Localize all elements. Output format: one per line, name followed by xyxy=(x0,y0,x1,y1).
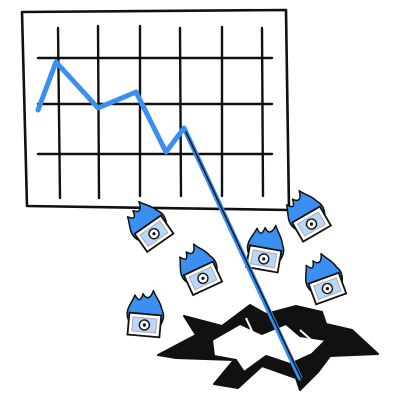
chart-grid-horizontal xyxy=(36,56,274,156)
burning-bill-icon xyxy=(126,200,175,254)
chart-frame xyxy=(20,8,291,212)
ground-crack-icon xyxy=(157,304,379,391)
chart-border xyxy=(20,8,291,212)
burning-bill-icon xyxy=(126,289,165,339)
burning-bill-icon xyxy=(304,252,348,306)
falling-trend-line-icon xyxy=(35,59,303,381)
burning-bill-icon xyxy=(245,224,285,274)
burning-bill-icon xyxy=(179,243,224,297)
burning-bills xyxy=(126,190,348,339)
burning-bill-icon xyxy=(285,190,333,243)
chart-grid-vertical xyxy=(56,24,265,200)
